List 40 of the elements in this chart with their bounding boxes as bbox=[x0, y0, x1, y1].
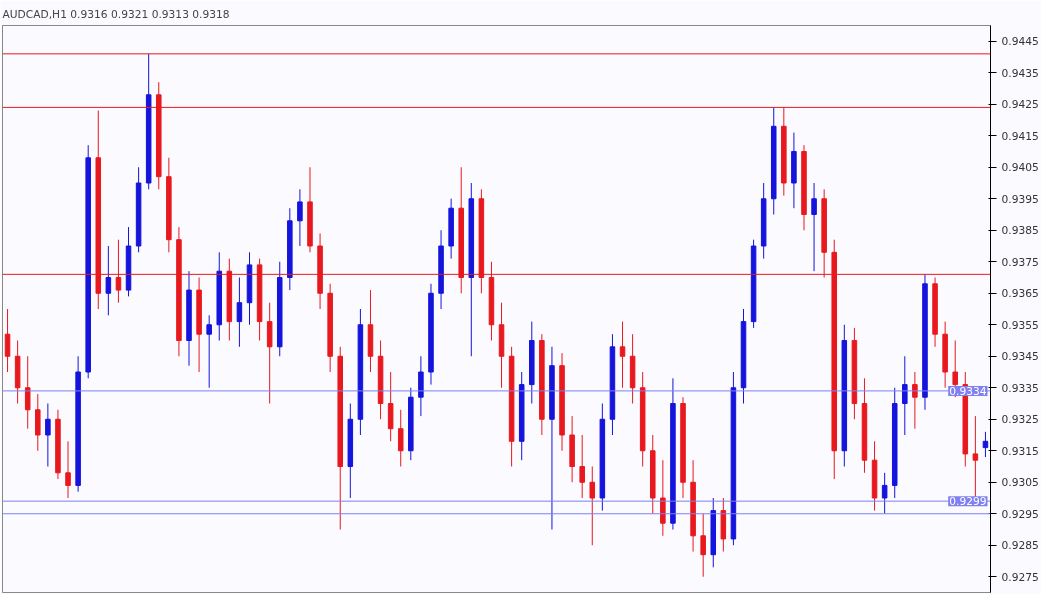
y-tick-label: 0.9425 bbox=[1001, 98, 1039, 112]
y-tick-label: 0.9305 bbox=[1001, 476, 1039, 490]
y-tick-label: 0.9445 bbox=[1001, 35, 1039, 49]
candlestick bbox=[881, 472, 888, 515]
y-tick-label: 0.9355 bbox=[1001, 318, 1039, 332]
candlestick bbox=[45, 403, 51, 467]
y-tick-label: 0.9395 bbox=[1001, 192, 1039, 206]
candlestick bbox=[297, 188, 303, 247]
candlestick bbox=[902, 355, 908, 436]
y-tick-label: 0.9375 bbox=[1001, 255, 1039, 269]
candlestick bbox=[589, 466, 596, 546]
candlestick bbox=[4, 308, 11, 373]
candlestick bbox=[206, 314, 212, 389]
y-tick-label: 0.9415 bbox=[1001, 129, 1039, 143]
y-tick-label: 0.9435 bbox=[1001, 66, 1039, 80]
candlestick bbox=[397, 409, 404, 467]
y-tick-label: 0.9385 bbox=[1001, 224, 1039, 238]
candlestick bbox=[579, 434, 585, 499]
candlestick bbox=[700, 513, 706, 578]
candlestick bbox=[811, 182, 817, 272]
candlestick bbox=[982, 431, 989, 458]
y-tick-label: 0.9345 bbox=[1001, 350, 1039, 364]
candlestick bbox=[912, 371, 918, 430]
y-tick-label: 0.9315 bbox=[1001, 444, 1039, 458]
y-tick-label: 0.9405 bbox=[1001, 161, 1039, 175]
candlestick bbox=[619, 321, 626, 389]
y-tick-label: 0.9365 bbox=[1001, 287, 1039, 301]
candlestick bbox=[236, 277, 243, 348]
ref-line-label: 0.9334 bbox=[949, 384, 987, 398]
y-tick-label: 0.9285 bbox=[1001, 539, 1039, 553]
ref-line-label: 0.9299 bbox=[949, 495, 987, 509]
chart-title: AUDCAD,H1 0.9316 0.9321 0.9313 0.9318 bbox=[2, 7, 230, 21]
y-tick-label: 0.9295 bbox=[1001, 507, 1039, 521]
candlestick bbox=[65, 440, 71, 499]
y-tick-label: 0.9325 bbox=[1001, 413, 1039, 427]
y-tick-label: 0.9275 bbox=[1001, 570, 1039, 584]
candlestick bbox=[972, 415, 979, 499]
y-tick-label: 0.9335 bbox=[1001, 381, 1039, 395]
candlestick bbox=[105, 245, 112, 316]
candlestick bbox=[24, 355, 31, 430]
